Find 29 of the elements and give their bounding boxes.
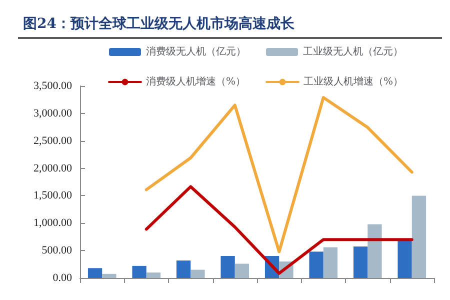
y-tick-label: 500.00 [42, 244, 72, 257]
y-tick-label: 3,500.00 [34, 80, 72, 92]
line-series [144, 185, 414, 275]
y-tick-label: 2,000.00 [34, 162, 72, 174]
bar [412, 196, 426, 278]
legend-label: 消费级无人机（亿元） [146, 46, 246, 58]
y-tick-label: 1,500.00 [34, 190, 72, 202]
bar [132, 266, 146, 278]
bar [398, 240, 412, 278]
y-tick-label: 1,000.00 [34, 217, 72, 230]
bar [309, 252, 324, 278]
line-series [144, 96, 414, 254]
chart-title: 图24：预计全球工业级无人机市场高速成长 [23, 15, 296, 32]
bar [102, 274, 116, 278]
legend-label: 工业级人机增速（%） [304, 76, 404, 88]
legend-label: 工业级无人机（亿元） [303, 46, 403, 58]
y-tick-label: 2,500.00 [34, 134, 72, 147]
bar [190, 270, 205, 278]
bar [146, 272, 161, 278]
bar [353, 246, 368, 278]
y-tick-label: 3,000.00 [34, 107, 72, 120]
bar [220, 256, 235, 278]
bar [323, 247, 338, 278]
y-tick-label: 0.00 [52, 272, 72, 284]
legend-label: 消费级人机增速（%） [146, 76, 246, 88]
bar [234, 264, 250, 278]
bar [88, 268, 102, 278]
bar [368, 224, 382, 278]
bar [176, 260, 191, 278]
